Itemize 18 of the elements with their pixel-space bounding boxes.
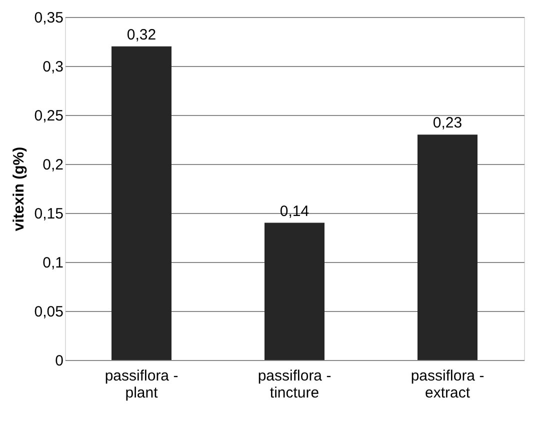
y-tick-label: 0,1 bbox=[42, 254, 64, 272]
y-tick-label: 0,15 bbox=[34, 206, 64, 222]
data-label: 0,14 bbox=[280, 202, 310, 220]
y-tick-label: 0 bbox=[55, 352, 64, 370]
x-tick-label: passiflora - plant bbox=[104, 368, 178, 402]
x-tick-label: passiflora - tincture bbox=[258, 368, 332, 402]
y-tick-label: 0,35 bbox=[34, 10, 64, 26]
x-tick-label: passiflora - extract bbox=[410, 368, 484, 402]
y-tick-label: 0,2 bbox=[42, 156, 64, 174]
y-axis-title: vitexin (g%) bbox=[10, 146, 28, 232]
data-label: 0,23 bbox=[432, 114, 462, 132]
y-tick-label: 0,3 bbox=[42, 58, 64, 76]
y-tick-label: 0,25 bbox=[34, 108, 64, 124]
data-label: 0,32 bbox=[126, 26, 156, 44]
y-tick-label: 0,05 bbox=[34, 304, 64, 320]
bar bbox=[264, 222, 324, 360]
bar bbox=[112, 46, 172, 360]
bar bbox=[418, 134, 478, 360]
